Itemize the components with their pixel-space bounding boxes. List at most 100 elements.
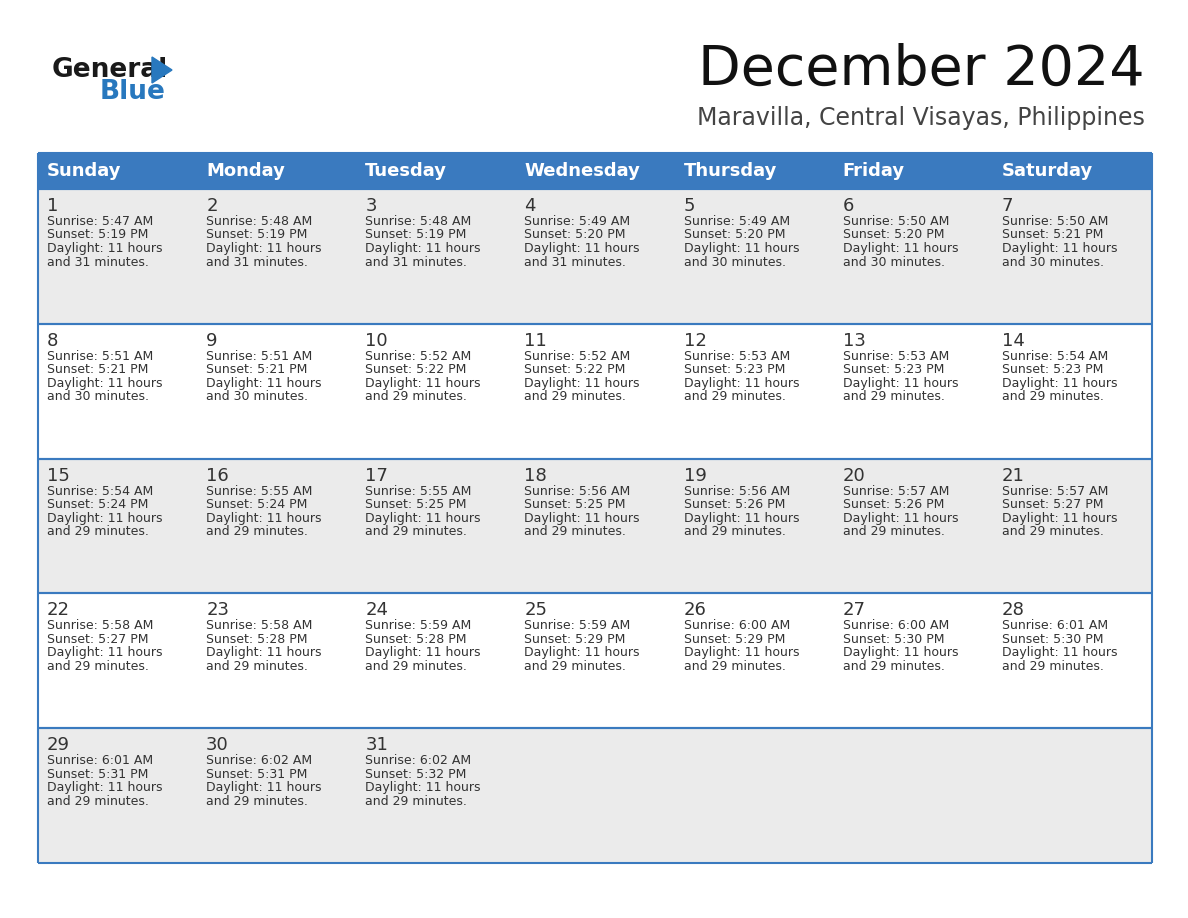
Text: and 29 minutes.: and 29 minutes.: [365, 795, 467, 808]
Text: Daylight: 11 hours: Daylight: 11 hours: [207, 511, 322, 524]
Text: 4: 4: [524, 197, 536, 215]
Text: Daylight: 11 hours: Daylight: 11 hours: [365, 511, 481, 524]
Text: Sunrise: 5:53 AM: Sunrise: 5:53 AM: [683, 350, 790, 363]
Text: 27: 27: [842, 601, 866, 620]
Text: Daylight: 11 hours: Daylight: 11 hours: [524, 376, 640, 390]
Text: and 30 minutes.: and 30 minutes.: [683, 255, 785, 268]
Text: Daylight: 11 hours: Daylight: 11 hours: [683, 511, 800, 524]
Text: Sunrise: 5:48 AM: Sunrise: 5:48 AM: [207, 215, 312, 228]
Text: Daylight: 11 hours: Daylight: 11 hours: [207, 781, 322, 794]
Text: Sunset: 5:32 PM: Sunset: 5:32 PM: [365, 767, 467, 780]
Text: 23: 23: [207, 601, 229, 620]
Text: Sunrise: 5:51 AM: Sunrise: 5:51 AM: [48, 350, 153, 363]
Text: Sunset: 5:31 PM: Sunset: 5:31 PM: [207, 767, 308, 780]
Text: and 30 minutes.: and 30 minutes.: [207, 390, 308, 403]
Text: Blue: Blue: [100, 79, 166, 105]
Text: and 29 minutes.: and 29 minutes.: [48, 660, 148, 673]
Text: Maravilla, Central Visayas, Philippines: Maravilla, Central Visayas, Philippines: [697, 106, 1145, 130]
Text: 7: 7: [1001, 197, 1013, 215]
Text: Sunset: 5:22 PM: Sunset: 5:22 PM: [524, 364, 626, 376]
Text: Sunset: 5:21 PM: Sunset: 5:21 PM: [48, 364, 148, 376]
Text: Daylight: 11 hours: Daylight: 11 hours: [1001, 376, 1118, 390]
Text: Sunrise: 5:56 AM: Sunrise: 5:56 AM: [683, 485, 790, 498]
Text: Daylight: 11 hours: Daylight: 11 hours: [842, 242, 959, 255]
Bar: [675, 153, 834, 189]
Text: 2: 2: [207, 197, 217, 215]
Text: Sunset: 5:31 PM: Sunset: 5:31 PM: [48, 767, 148, 780]
Text: Sunrise: 5:58 AM: Sunrise: 5:58 AM: [48, 620, 153, 633]
Text: Wednesday: Wednesday: [524, 162, 640, 180]
Text: Sunrise: 5:57 AM: Sunrise: 5:57 AM: [842, 485, 949, 498]
Text: and 29 minutes.: and 29 minutes.: [48, 795, 148, 808]
Text: 29: 29: [48, 736, 70, 755]
Text: Sunrise: 5:56 AM: Sunrise: 5:56 AM: [524, 485, 631, 498]
Text: Sunset: 5:24 PM: Sunset: 5:24 PM: [48, 498, 148, 511]
Text: Sunrise: 5:47 AM: Sunrise: 5:47 AM: [48, 215, 153, 228]
Text: 1: 1: [48, 197, 58, 215]
Text: and 29 minutes.: and 29 minutes.: [524, 390, 626, 403]
Polygon shape: [152, 57, 172, 83]
Text: General: General: [52, 57, 169, 83]
Text: Sunset: 5:22 PM: Sunset: 5:22 PM: [365, 364, 467, 376]
Text: and 29 minutes.: and 29 minutes.: [365, 525, 467, 538]
Text: 26: 26: [683, 601, 707, 620]
Bar: [834, 153, 993, 189]
Text: Sunrise: 6:01 AM: Sunrise: 6:01 AM: [1001, 620, 1108, 633]
Text: 17: 17: [365, 466, 388, 485]
Text: Daylight: 11 hours: Daylight: 11 hours: [48, 646, 163, 659]
Text: and 29 minutes.: and 29 minutes.: [207, 525, 308, 538]
Text: Sunset: 5:26 PM: Sunset: 5:26 PM: [842, 498, 944, 511]
Text: and 29 minutes.: and 29 minutes.: [365, 390, 467, 403]
Text: and 30 minutes.: and 30 minutes.: [48, 390, 148, 403]
Text: and 31 minutes.: and 31 minutes.: [207, 255, 308, 268]
Text: 22: 22: [48, 601, 70, 620]
Text: Daylight: 11 hours: Daylight: 11 hours: [365, 376, 481, 390]
Text: and 29 minutes.: and 29 minutes.: [683, 525, 785, 538]
Text: Daylight: 11 hours: Daylight: 11 hours: [207, 242, 322, 255]
Text: Sunset: 5:28 PM: Sunset: 5:28 PM: [365, 633, 467, 646]
Text: Sunrise: 6:00 AM: Sunrise: 6:00 AM: [842, 620, 949, 633]
Text: and 29 minutes.: and 29 minutes.: [524, 525, 626, 538]
Text: Sunrise: 5:58 AM: Sunrise: 5:58 AM: [207, 620, 312, 633]
Text: and 31 minutes.: and 31 minutes.: [48, 255, 148, 268]
Text: Daylight: 11 hours: Daylight: 11 hours: [1001, 242, 1118, 255]
Text: 8: 8: [48, 331, 58, 350]
Text: 24: 24: [365, 601, 388, 620]
Text: Sunrise: 5:54 AM: Sunrise: 5:54 AM: [48, 485, 153, 498]
Text: Sunday: Sunday: [48, 162, 121, 180]
Text: Thursday: Thursday: [683, 162, 777, 180]
Text: 9: 9: [207, 331, 217, 350]
Text: Sunrise: 5:50 AM: Sunrise: 5:50 AM: [1001, 215, 1108, 228]
Text: Sunset: 5:26 PM: Sunset: 5:26 PM: [683, 498, 785, 511]
Text: Daylight: 11 hours: Daylight: 11 hours: [365, 242, 481, 255]
Text: 30: 30: [207, 736, 229, 755]
Text: 18: 18: [524, 466, 548, 485]
Text: Sunset: 5:20 PM: Sunset: 5:20 PM: [842, 229, 944, 241]
Text: Sunrise: 5:54 AM: Sunrise: 5:54 AM: [1001, 350, 1108, 363]
Text: 12: 12: [683, 331, 707, 350]
Text: and 31 minutes.: and 31 minutes.: [365, 255, 467, 268]
Text: and 29 minutes.: and 29 minutes.: [1001, 660, 1104, 673]
Bar: [356, 153, 516, 189]
Text: Daylight: 11 hours: Daylight: 11 hours: [524, 511, 640, 524]
Text: Sunset: 5:19 PM: Sunset: 5:19 PM: [48, 229, 148, 241]
Text: and 29 minutes.: and 29 minutes.: [207, 660, 308, 673]
Text: Sunrise: 5:57 AM: Sunrise: 5:57 AM: [1001, 485, 1108, 498]
Text: 16: 16: [207, 466, 229, 485]
Text: Sunrise: 5:50 AM: Sunrise: 5:50 AM: [842, 215, 949, 228]
Text: Daylight: 11 hours: Daylight: 11 hours: [524, 242, 640, 255]
Bar: [197, 153, 356, 189]
Bar: [38, 728, 1152, 863]
Text: and 29 minutes.: and 29 minutes.: [207, 795, 308, 808]
Text: December 2024: December 2024: [699, 43, 1145, 97]
Text: Sunset: 5:30 PM: Sunset: 5:30 PM: [842, 633, 944, 646]
Text: Daylight: 11 hours: Daylight: 11 hours: [683, 646, 800, 659]
Text: Sunset: 5:25 PM: Sunset: 5:25 PM: [524, 498, 626, 511]
Text: and 29 minutes.: and 29 minutes.: [842, 525, 944, 538]
Text: Saturday: Saturday: [1001, 162, 1093, 180]
Text: and 29 minutes.: and 29 minutes.: [1001, 525, 1104, 538]
Bar: [38, 459, 1152, 593]
Text: Daylight: 11 hours: Daylight: 11 hours: [207, 646, 322, 659]
Bar: [38, 324, 1152, 459]
Text: Sunrise: 5:59 AM: Sunrise: 5:59 AM: [524, 620, 631, 633]
